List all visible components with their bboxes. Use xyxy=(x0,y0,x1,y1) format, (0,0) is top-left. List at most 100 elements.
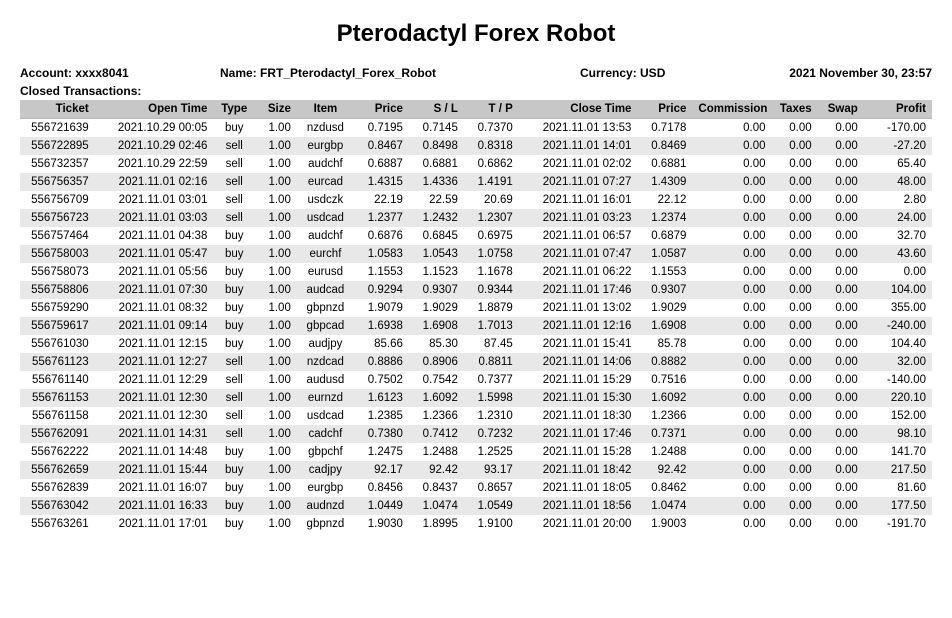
table-cell: 1.4315 xyxy=(354,173,409,191)
table-cell: 1.00 xyxy=(255,443,297,461)
table-cell: 2021.11.01 15:28 xyxy=(519,443,638,461)
table-row: 5567610302021.11.01 12:15buy1.00audjpy85… xyxy=(20,335,932,353)
table-cell: 2021.11.01 14:48 xyxy=(95,443,214,461)
table-cell: 2021.11.01 16:07 xyxy=(95,479,214,497)
column-header: Size xyxy=(255,100,297,119)
table-cell: buy xyxy=(213,479,255,497)
table-row: 5567592902021.11.01 08:32buy1.00gbpnzd1.… xyxy=(20,299,932,317)
table-cell: 2021.11.01 03:03 xyxy=(95,209,214,227)
table-cell: eurgbp xyxy=(297,137,354,155)
table-cell: 1.00 xyxy=(255,389,297,407)
table-cell: 1.8879 xyxy=(464,299,519,317)
table-cell: 0.8456 xyxy=(354,479,409,497)
table-cell: 0.00 xyxy=(692,515,771,533)
table-cell: 0.9344 xyxy=(464,281,519,299)
table-cell: 0.7145 xyxy=(409,119,464,138)
table-cell: 0.00 xyxy=(818,119,864,138)
table-cell: 556761158 xyxy=(20,407,95,425)
column-header: Type xyxy=(213,100,255,119)
table-row: 5567563572021.11.01 02:16sell1.00eurcad1… xyxy=(20,173,932,191)
table-cell: 1.0474 xyxy=(637,497,692,515)
closed-transactions-label: Closed Transactions: xyxy=(20,84,932,98)
table-cell: 1.6123 xyxy=(354,389,409,407)
table-cell: 0.00 xyxy=(772,353,818,371)
table-cell: gbpnzd xyxy=(297,299,354,317)
table-cell: 0.00 xyxy=(692,173,771,191)
table-cell: 0.00 xyxy=(692,137,771,155)
table-cell: 32.00 xyxy=(864,353,932,371)
table-cell: 0.00 xyxy=(772,515,818,533)
table-cell: 2021.11.01 14:06 xyxy=(519,353,638,371)
table-cell: 1.00 xyxy=(255,335,297,353)
table-cell: 22.12 xyxy=(637,191,692,209)
table-cell: 0.00 xyxy=(818,335,864,353)
table-cell: buy xyxy=(213,281,255,299)
column-header: Ticket xyxy=(20,100,95,119)
column-header: Open Time xyxy=(95,100,214,119)
table-cell: 0.00 xyxy=(692,227,771,245)
table-cell: 177.50 xyxy=(864,497,932,515)
table-cell: 92.42 xyxy=(409,461,464,479)
table-cell: 556762659 xyxy=(20,461,95,479)
table-cell: 1.1553 xyxy=(637,263,692,281)
table-cell: 0.6862 xyxy=(464,155,519,173)
table-cell: gbpchf xyxy=(297,443,354,461)
table-cell: 1.1678 xyxy=(464,263,519,281)
table-cell: 1.9030 xyxy=(354,515,409,533)
table-cell: 0.6975 xyxy=(464,227,519,245)
table-cell: 1.9003 xyxy=(637,515,692,533)
table-cell: 65.40 xyxy=(864,155,932,173)
table-cell: 1.2366 xyxy=(637,407,692,425)
table-cell: 556757464 xyxy=(20,227,95,245)
table-cell: 2021.11.01 17:46 xyxy=(519,425,638,443)
table-cell: 0.9307 xyxy=(637,281,692,299)
table-cell: buy xyxy=(213,461,255,479)
table-cell: buy xyxy=(213,227,255,245)
table-cell: sell xyxy=(213,389,255,407)
table-cell: 0.7380 xyxy=(354,425,409,443)
table-cell: 0.8811 xyxy=(464,353,519,371)
table-cell: 1.00 xyxy=(255,317,297,335)
table-cell: 2021.11.01 13:53 xyxy=(519,119,638,138)
table-cell: 1.2525 xyxy=(464,443,519,461)
table-cell: audusd xyxy=(297,371,354,389)
table-cell: 24.00 xyxy=(864,209,932,227)
column-header: T / P xyxy=(464,100,519,119)
table-cell: 1.00 xyxy=(255,281,297,299)
table-cell: 0.00 xyxy=(692,299,771,317)
table-cell: 0.8462 xyxy=(637,479,692,497)
table-cell: 556763261 xyxy=(20,515,95,533)
table-cell: 2021.11.01 18:56 xyxy=(519,497,638,515)
table-cell: 0.00 xyxy=(818,317,864,335)
table-cell: 2021.11.01 18:05 xyxy=(519,479,638,497)
table-cell: 0.00 xyxy=(772,497,818,515)
table-cell: 1.00 xyxy=(255,173,297,191)
table-cell: buy xyxy=(213,443,255,461)
table-cell: 0.00 xyxy=(818,173,864,191)
table-cell: 2021.11.01 16:01 xyxy=(519,191,638,209)
table-cell: 0.00 xyxy=(692,425,771,443)
table-cell: 1.0449 xyxy=(354,497,409,515)
table-cell: 1.0758 xyxy=(464,245,519,263)
table-cell: 1.4309 xyxy=(637,173,692,191)
table-cell: 0.00 xyxy=(818,461,864,479)
table-cell: 1.00 xyxy=(255,263,297,281)
table-cell: sell xyxy=(213,155,255,173)
table-cell: 0.00 xyxy=(772,407,818,425)
table-cell: 0.7377 xyxy=(464,371,519,389)
table-cell: 0.7370 xyxy=(464,119,519,138)
table-cell: 1.00 xyxy=(255,497,297,515)
table-cell: 0.7178 xyxy=(637,119,692,138)
table-cell: 0.00 xyxy=(818,263,864,281)
table-cell: gbpnzd xyxy=(297,515,354,533)
table-cell: 556732357 xyxy=(20,155,95,173)
table-cell: 0.7542 xyxy=(409,371,464,389)
name-label: Name: FRT_Pterodactyl_Forex_Robot xyxy=(220,66,580,80)
table-cell: 2021.11.01 04:38 xyxy=(95,227,214,245)
table-cell: sell xyxy=(213,353,255,371)
table-cell: 152.00 xyxy=(864,407,932,425)
table-cell: 32.70 xyxy=(864,227,932,245)
table-row: 5567628392021.11.01 16:07buy1.00eurgbp0.… xyxy=(20,479,932,497)
table-cell: 2021.10.29 02:46 xyxy=(95,137,214,155)
table-cell: 0.00 xyxy=(818,191,864,209)
